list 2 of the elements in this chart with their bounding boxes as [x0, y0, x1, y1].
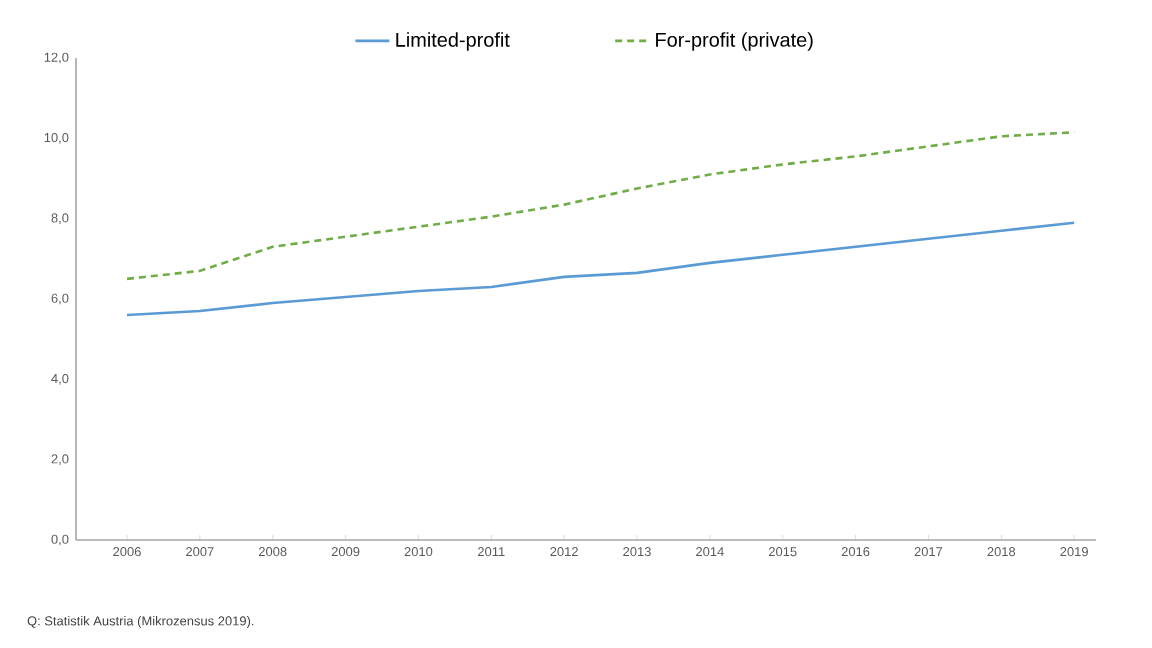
legend-label: For-profit (private): [656, 32, 813, 51]
legend-label: Limited-profit: [396, 32, 510, 51]
